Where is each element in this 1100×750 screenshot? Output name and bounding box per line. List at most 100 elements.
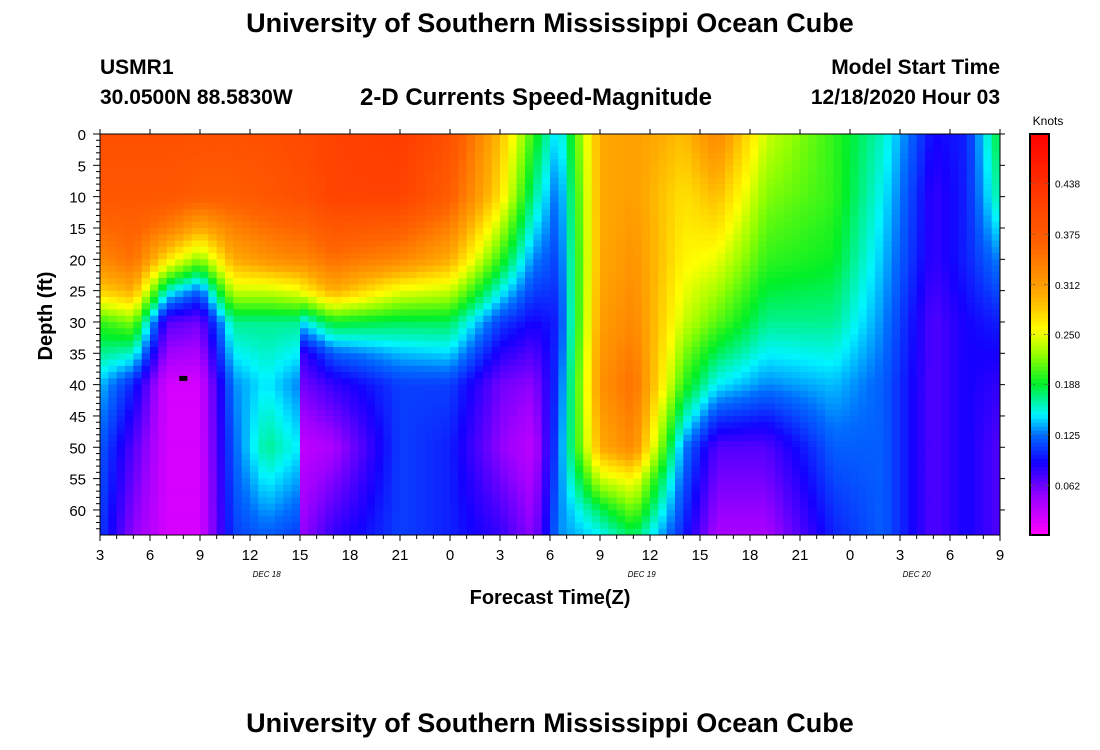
heatmap-cell bbox=[150, 497, 159, 505]
heatmap-cell bbox=[283, 328, 293, 336]
heatmap-cell bbox=[183, 171, 193, 179]
heatmap-cell bbox=[616, 134, 626, 141]
heatmap-cell bbox=[466, 253, 476, 260]
heatmap-cell bbox=[508, 428, 518, 436]
heatmap-cell bbox=[366, 434, 376, 442]
heatmap-cell bbox=[250, 253, 259, 260]
heatmap-cell bbox=[550, 528, 559, 535]
heatmap-cell bbox=[600, 184, 609, 191]
heatmap-cell bbox=[358, 184, 368, 191]
heatmap-cell bbox=[625, 215, 634, 223]
heatmap-cell bbox=[641, 484, 651, 492]
heatmap-cell bbox=[225, 453, 234, 461]
heatmap-cell bbox=[300, 234, 309, 242]
heatmap-cell bbox=[733, 447, 743, 455]
heatmap-cell bbox=[658, 190, 668, 198]
heatmap-cell bbox=[366, 165, 376, 173]
heatmap-cell bbox=[408, 165, 418, 173]
heatmap-cell bbox=[500, 315, 509, 323]
heatmap-cell bbox=[641, 140, 651, 148]
heatmap-cell bbox=[633, 215, 643, 223]
heatmap-cell bbox=[616, 190, 626, 198]
heatmap-cell bbox=[216, 353, 226, 361]
heatmap-cell bbox=[366, 315, 376, 323]
heatmap-cell bbox=[308, 271, 318, 279]
heatmap-cell bbox=[408, 284, 418, 292]
heatmap-cell bbox=[733, 146, 743, 154]
heatmap-cell bbox=[250, 509, 259, 517]
heatmap-cell bbox=[483, 478, 493, 486]
heatmap-cell bbox=[325, 459, 334, 467]
heatmap-cell bbox=[633, 321, 643, 329]
heatmap-cell bbox=[291, 221, 301, 229]
heatmap-cell bbox=[241, 265, 251, 273]
heatmap-cell bbox=[150, 253, 159, 260]
heatmap-cell bbox=[108, 253, 118, 260]
heatmap-cell bbox=[258, 422, 268, 430]
heatmap-cell bbox=[550, 253, 559, 260]
heatmap-cell bbox=[591, 478, 601, 486]
heatmap-cell bbox=[225, 296, 234, 304]
heatmap-cell bbox=[666, 146, 676, 154]
heatmap-cell bbox=[658, 328, 668, 336]
heatmap-cell bbox=[416, 309, 426, 317]
heatmap-cell bbox=[125, 484, 134, 492]
heatmap-cell bbox=[100, 334, 109, 342]
heatmap-cell bbox=[508, 390, 518, 398]
heatmap-cell bbox=[400, 453, 409, 461]
heatmap-cell bbox=[200, 353, 209, 361]
heatmap-cell bbox=[591, 384, 601, 392]
heatmap-cell bbox=[333, 221, 343, 229]
heatmap-cell bbox=[300, 509, 309, 517]
heatmap-cell bbox=[116, 315, 126, 323]
heatmap-cell bbox=[400, 384, 409, 392]
heatmap-cell bbox=[633, 146, 643, 154]
heatmap-cell bbox=[716, 134, 726, 141]
heatmap-cell bbox=[525, 265, 534, 273]
heatmap-cell bbox=[200, 522, 209, 530]
heatmap-cell bbox=[475, 196, 484, 204]
heatmap-cell bbox=[675, 284, 684, 292]
heatmap-cell bbox=[175, 209, 184, 217]
heatmap-cell bbox=[375, 209, 384, 217]
heatmap-cell bbox=[325, 240, 334, 248]
heatmap-cell bbox=[500, 484, 509, 492]
heatmap-cell bbox=[450, 184, 459, 191]
heatmap-cell bbox=[433, 321, 443, 329]
heatmap-cell bbox=[150, 165, 159, 173]
heatmap-cell bbox=[225, 466, 234, 473]
heatmap-cell bbox=[191, 159, 201, 166]
heatmap-cell bbox=[458, 397, 468, 405]
heatmap-cell bbox=[258, 409, 268, 417]
heatmap-cell bbox=[533, 453, 543, 461]
heatmap-cell bbox=[366, 253, 376, 260]
heatmap-cell bbox=[258, 415, 268, 423]
heatmap-cell bbox=[316, 397, 326, 405]
heatmap-cell bbox=[358, 234, 368, 242]
heatmap-cell bbox=[466, 184, 476, 191]
heatmap-cell bbox=[650, 353, 659, 361]
heatmap-cell bbox=[600, 165, 609, 173]
heatmap-cell bbox=[275, 152, 284, 160]
heatmap-cell bbox=[408, 202, 418, 210]
heatmap-cell bbox=[383, 190, 393, 198]
heatmap-cell bbox=[325, 397, 334, 405]
heatmap-cell bbox=[516, 240, 526, 248]
heatmap-cell bbox=[400, 422, 409, 430]
heatmap-cell bbox=[583, 472, 593, 480]
heatmap-cell bbox=[175, 522, 184, 530]
heatmap-cell bbox=[566, 296, 576, 304]
heatmap-cell bbox=[200, 303, 209, 311]
heatmap-cell bbox=[666, 165, 676, 173]
heatmap-cell bbox=[300, 227, 309, 235]
heatmap-cell bbox=[116, 422, 126, 430]
heatmap-cell bbox=[216, 390, 226, 398]
heatmap-cell bbox=[533, 240, 543, 248]
heatmap-cell bbox=[591, 221, 601, 229]
heatmap-cell bbox=[333, 171, 343, 179]
heatmap-cell bbox=[625, 390, 634, 398]
heatmap-cell bbox=[441, 321, 451, 329]
heatmap-cell bbox=[266, 353, 276, 361]
heatmap-cell bbox=[650, 165, 659, 173]
heatmap-cell bbox=[666, 497, 676, 505]
